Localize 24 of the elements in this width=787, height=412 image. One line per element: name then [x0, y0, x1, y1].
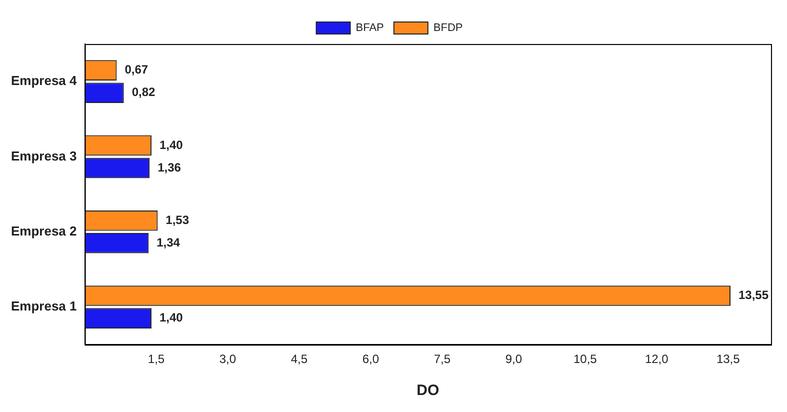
x-tick-label: 12,0	[644, 352, 669, 366]
data-label: 1,36	[158, 160, 182, 174]
data-label: 1,40	[159, 138, 184, 152]
x-tick-label: 10,5	[573, 352, 598, 366]
x-tick-label: 1,5	[148, 352, 165, 366]
legend-label: BFDP	[433, 22, 463, 34]
x-tick-label: 7,5	[434, 352, 451, 366]
data-label: 1,34	[156, 235, 180, 250]
data-label: 0,67	[124, 62, 148, 77]
x-tick-label: 3,0	[219, 352, 236, 366]
legend-label: BFAP	[356, 22, 384, 34]
y-tick-label: Empresa 1	[10, 298, 77, 314]
data-label: 0,82	[132, 85, 156, 100]
y-tick-label: Empresa 3	[10, 148, 77, 164]
x-axis-title: DO	[416, 382, 440, 400]
y-tick-label: Empresa 4	[10, 73, 78, 88]
x-tick-label: 13,5	[716, 352, 740, 366]
data-label: 13,55	[738, 288, 769, 302]
data-label: 1,40	[159, 310, 184, 325]
x-tick-label: 9,0	[505, 352, 522, 366]
x-tick-label: 6,0	[362, 352, 380, 366]
y-tick-label: Empresa 2	[10, 223, 77, 238]
data-label: 1,53	[166, 212, 190, 227]
x-tick-label: 4,5	[290, 352, 308, 366]
